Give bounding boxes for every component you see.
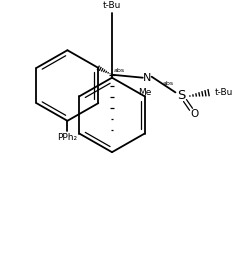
Text: abs: abs: [163, 81, 174, 86]
Text: t-Bu: t-Bu: [103, 1, 121, 10]
Text: t-Bu: t-Bu: [215, 88, 233, 97]
Text: Me: Me: [138, 88, 151, 98]
Text: PPh₂: PPh₂: [57, 133, 77, 142]
Text: N: N: [143, 73, 151, 83]
Text: abs: abs: [114, 68, 125, 73]
Text: O: O: [190, 109, 198, 119]
Text: S: S: [177, 89, 186, 102]
